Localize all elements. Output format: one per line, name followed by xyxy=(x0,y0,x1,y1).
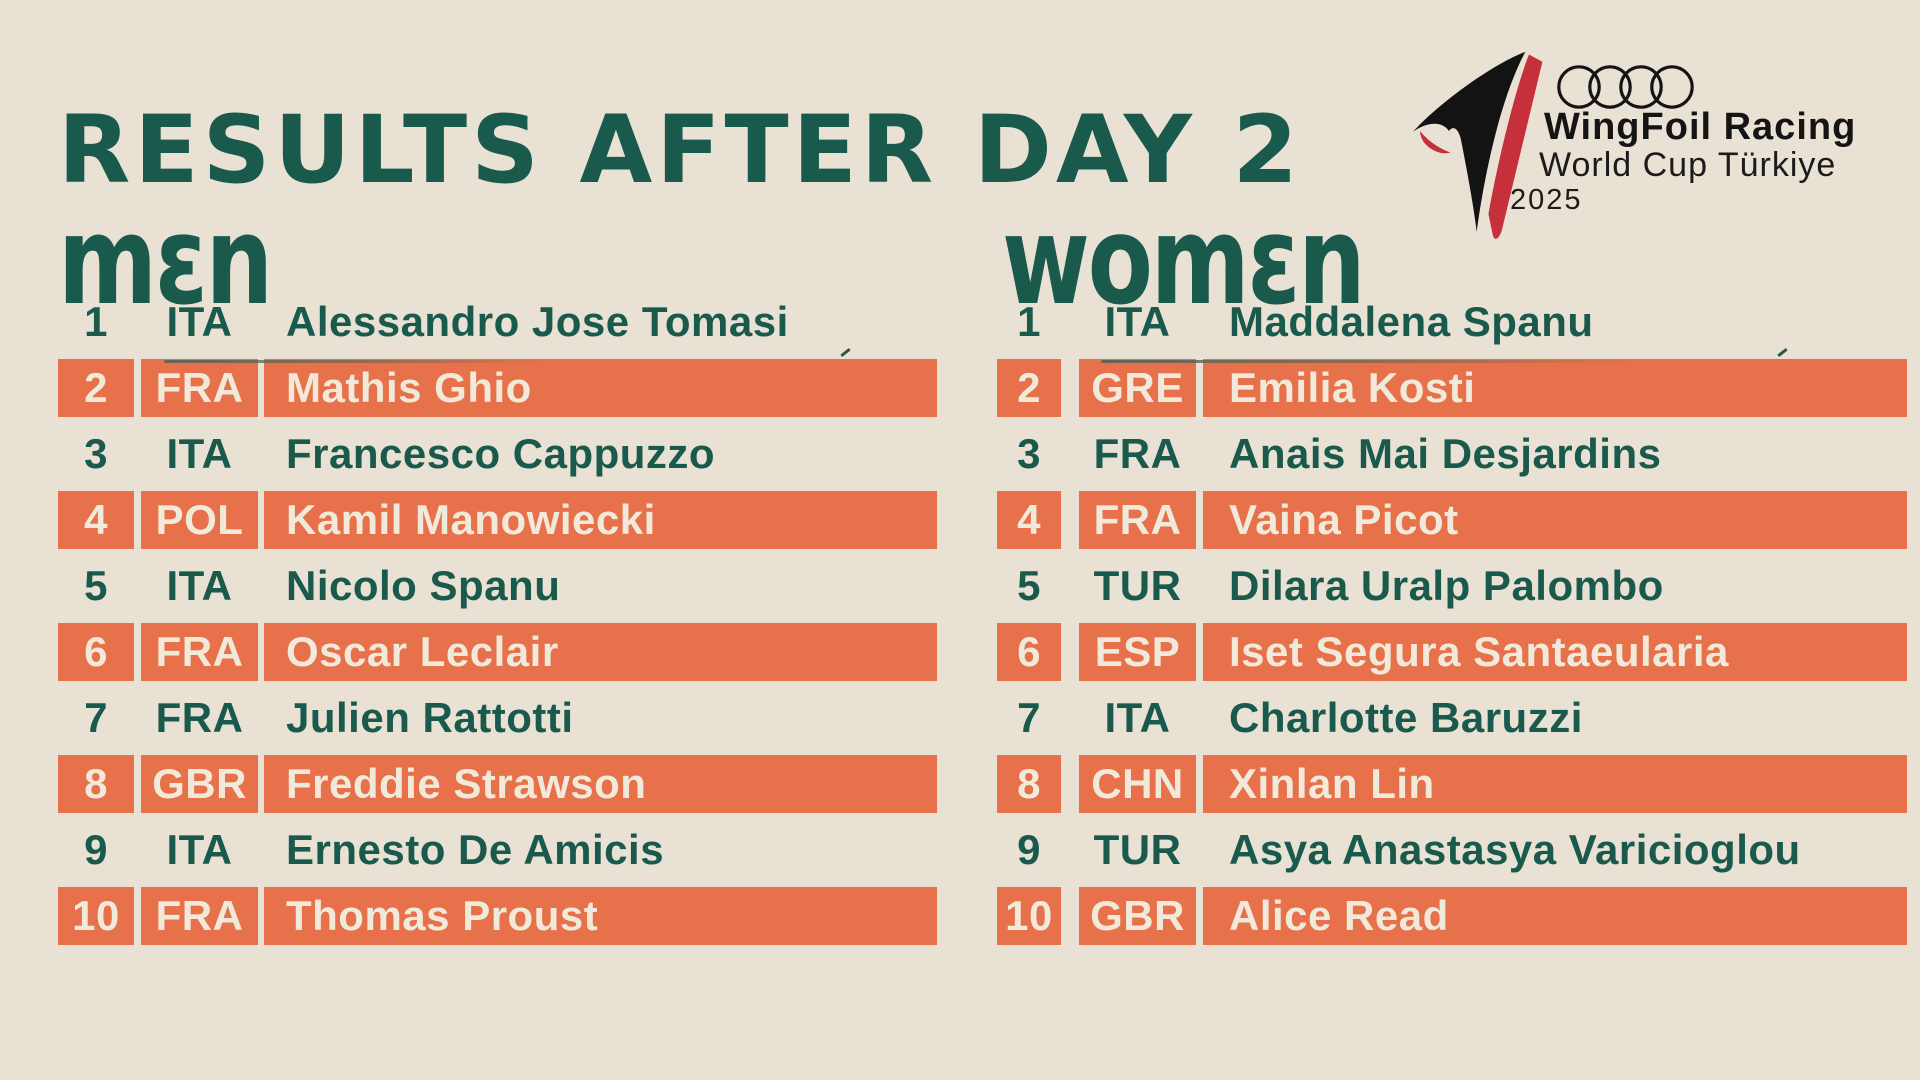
name-cell: Francesco Cappuzzo xyxy=(286,430,716,477)
rank-cell: 3 xyxy=(84,430,108,477)
name-cell: Anais Mai Desjardins xyxy=(1229,430,1662,477)
result-row: 2 GRE Emilia Kosti xyxy=(997,355,1907,421)
name-cell: Oscar Leclair xyxy=(264,623,937,681)
country-cell: ITA xyxy=(1104,694,1171,741)
name-cell: Asya Anastasya Varicioglou xyxy=(1229,826,1801,873)
country-cell: ESP xyxy=(1079,623,1196,681)
country-cell: ITA xyxy=(1104,298,1171,345)
name-cell: Emilia Kosti xyxy=(1203,359,1907,417)
result-row: 6 ESP Iset Segura Santaeularia xyxy=(997,619,1907,685)
rank-cell: 10 xyxy=(997,887,1061,945)
result-row: 10 FRA Thomas Proust xyxy=(58,883,937,949)
country-cell: ITA xyxy=(166,430,233,477)
country-cell: ITA xyxy=(166,562,233,609)
result-row: 1 ITA Maddalena Spanu xyxy=(997,289,1907,355)
audi-rings-icon xyxy=(1557,65,1694,109)
rank-cell: 5 xyxy=(1017,562,1041,609)
name-cell: Alice Read xyxy=(1203,887,1907,945)
country-cell: TUR xyxy=(1093,826,1182,873)
country-cell: GRE xyxy=(1079,359,1196,417)
name-cell: Alessandro Jose Tomasi xyxy=(286,298,789,345)
country-cell: GBR xyxy=(1079,887,1196,945)
country-cell: FRA xyxy=(141,359,258,417)
name-cell: Xinlan Lin xyxy=(1203,755,1907,813)
name-cell: Iset Segura Santaeularia xyxy=(1203,623,1907,681)
name-cell: Maddalena Spanu xyxy=(1229,298,1594,345)
result-row: 9 TUR Asya Anastasya Varicioglou xyxy=(997,817,1907,883)
rank-cell: 7 xyxy=(84,694,108,741)
result-row: 2 FRA Mathis Ghio xyxy=(58,355,937,421)
result-row: 3 FRA Anais Mai Desjardins xyxy=(997,421,1907,487)
result-row: 9 ITA Ernesto De Amicis xyxy=(58,817,937,883)
decorative-underline xyxy=(164,360,543,363)
rank-cell: 1 xyxy=(1017,298,1041,345)
result-row: 8 GBR Freddie Strawson xyxy=(58,751,937,817)
result-row: 4 POL Kamil Manowiecki xyxy=(58,487,937,553)
women-section-heading: womεn xyxy=(1002,190,1366,332)
result-row: 1 ITA Alessandro Jose Tomasi xyxy=(58,289,937,355)
country-cell: FRA xyxy=(1093,430,1182,477)
rank-cell: 3 xyxy=(1017,430,1041,477)
logo-event-name: World Cup Türkiye xyxy=(1539,146,1837,184)
name-cell: Mathis Ghio xyxy=(264,359,937,417)
result-row: 5 TUR Dilara Uralp Palombo xyxy=(997,553,1907,619)
rank-cell: 9 xyxy=(1017,826,1041,873)
result-row: 7 ITA Charlotte Baruzzi xyxy=(997,685,1907,751)
rank-cell: 4 xyxy=(58,491,134,549)
rank-cell: 6 xyxy=(58,623,134,681)
rank-cell: 8 xyxy=(58,755,134,813)
country-cell: TUR xyxy=(1093,562,1182,609)
rank-cell: 10 xyxy=(58,887,134,945)
women-results-table: 1 ITA Maddalena Spanu 2 GRE Emilia Kosti 3 FRA A… xyxy=(997,289,1907,949)
rank-cell: 2 xyxy=(997,359,1061,417)
rank-cell: 6 xyxy=(997,623,1061,681)
country-cell: FRA xyxy=(141,623,258,681)
name-cell: Kamil Manowiecki xyxy=(264,491,937,549)
name-cell: Freddie Strawson xyxy=(264,755,937,813)
name-cell: Vaina Picot xyxy=(1203,491,1907,549)
country-cell: ITA xyxy=(166,826,233,873)
country-cell: FRA xyxy=(141,887,258,945)
rank-cell: 5 xyxy=(84,562,108,609)
men-section-heading: mεn xyxy=(58,190,273,332)
name-cell: Thomas Proust xyxy=(264,887,937,945)
event-logo: WingFoil Racing World Cup Türkiye 2025 xyxy=(1400,28,1910,258)
country-cell: CHN xyxy=(1079,755,1196,813)
wing-sail-icon xyxy=(1412,51,1543,239)
country-cell: ITA xyxy=(166,298,233,345)
result-row: 8 CHN Xinlan Lin xyxy=(997,751,1907,817)
logo-year: 2025 xyxy=(1510,184,1583,216)
result-row: 10 GBR Alice Read xyxy=(997,883,1907,949)
result-row: 6 FRA Oscar Leclair xyxy=(58,619,937,685)
result-row: 4 FRA Vaina Picot xyxy=(997,487,1907,553)
result-row: 5 ITA Nicolo Spanu xyxy=(58,553,937,619)
decorative-underline xyxy=(1101,360,1636,363)
result-row: 3 ITA Francesco Cappuzzo xyxy=(58,421,937,487)
country-cell: POL xyxy=(141,491,258,549)
rank-cell: 2 xyxy=(58,359,134,417)
rank-cell: 1 xyxy=(84,298,108,345)
name-cell: Julien Rattotti xyxy=(286,694,574,741)
country-cell: GBR xyxy=(141,755,258,813)
rank-cell: 8 xyxy=(997,755,1061,813)
country-cell: FRA xyxy=(155,694,244,741)
name-cell: Dilara Uralp Palombo xyxy=(1229,562,1664,609)
name-cell: Ernesto De Amicis xyxy=(286,826,665,873)
page-title: RESULTS AFTER DAY 2 xyxy=(58,96,1302,205)
rank-cell: 9 xyxy=(84,826,108,873)
rank-cell: 7 xyxy=(1017,694,1041,741)
country-cell: FRA xyxy=(1079,491,1196,549)
men-results-table: 1 ITA Alessandro Jose Tomasi 2 FRA Mathis Ghi… xyxy=(58,289,937,949)
result-row: 7 FRA Julien Rattotti xyxy=(58,685,937,751)
logo-brand-name: WingFoil Racing xyxy=(1544,106,1857,148)
name-cell: Charlotte Baruzzi xyxy=(1229,694,1583,741)
name-cell: Nicolo Spanu xyxy=(286,562,561,609)
rank-cell: 4 xyxy=(997,491,1061,549)
